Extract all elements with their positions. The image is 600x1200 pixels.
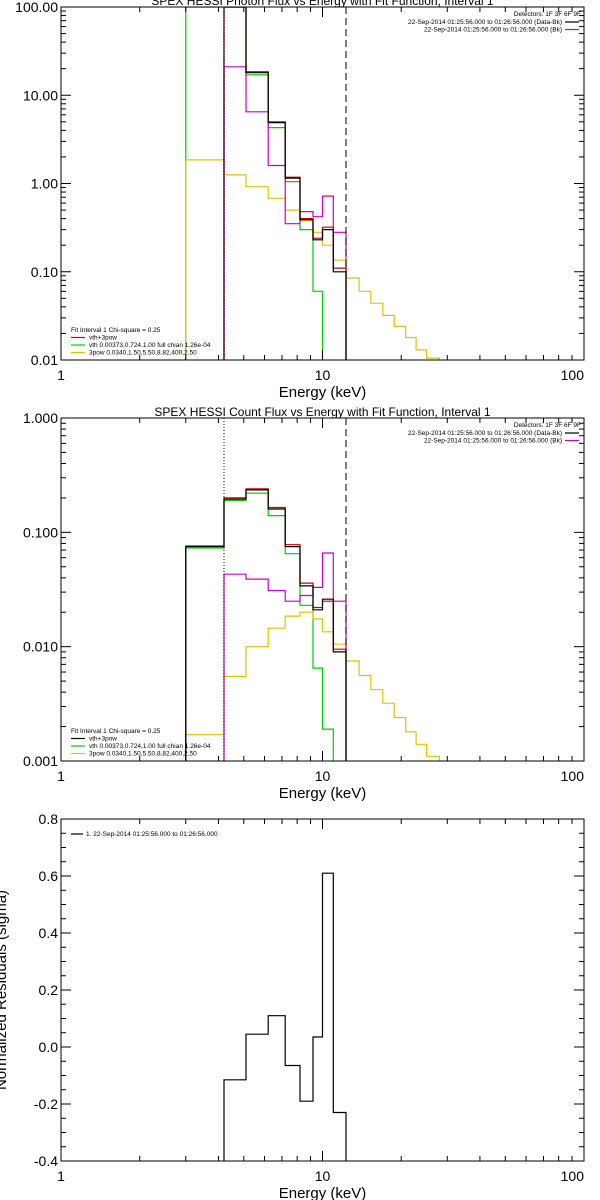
y-tick-label: 0.6 — [39, 868, 59, 884]
y-tick-label: 0.2 — [39, 982, 59, 998]
series-line-vth — [185, 7, 324, 360]
legend-right-entry: 22-Sep-2014 01:25:56.000 to 01:26:56.000… — [424, 27, 562, 34]
x-tick-label: 10 — [315, 768, 331, 784]
series-line-bgd — [223, 552, 347, 761]
series-group — [223, 872, 347, 1161]
y-axis-label: Normalized Residuals (sigma) — [0, 890, 10, 1090]
y-tick-label: -0.2 — [34, 1096, 58, 1112]
series-line-total — [223, 7, 347, 360]
x-axis-label: Energy (keV) — [279, 384, 367, 401]
x-axis: 1 10 100 Energy (keV) — [57, 819, 585, 1200]
x-axis-label: Energy (keV) — [279, 1185, 367, 1200]
y-axis: -0.4 -0.2 0.0 0.2 0.4 0.6 0.8 Normalized Residu… — [0, 811, 584, 1169]
legend-right-entry: 22-Sep-2014 01:25:56.000 to 01:26:56.000… — [408, 19, 562, 26]
x-tick-label: 100 — [561, 768, 585, 784]
legend-right-entry: 22-Sep-2014 01:25:56.000 to 01:26:56.000… — [408, 430, 562, 437]
y-tick-label: 0.01 — [31, 352, 58, 368]
detectors-label: Detectors: 1F 3F 6F 9F — [514, 11, 581, 18]
y-tick-label: 1.00 — [31, 176, 58, 192]
chart-1: SPEX HESSI Photon Flux vs Energy with Fi… — [15, 0, 585, 401]
legend-left-entry: vth 0.00373,0.724,1.00 full chian 1.26e-… — [89, 342, 211, 349]
y-tick-label: 0.100 — [23, 524, 58, 540]
series-line-bk — [185, 488, 347, 761]
series-line-total — [223, 872, 347, 1161]
y-tick-label: -0.4 — [34, 1153, 58, 1169]
detectors-label: Detectors: 1F 3F 6F 9F — [514, 422, 581, 429]
y-tick-label: 0.001 — [23, 753, 58, 769]
y-tick-label: 0.0 — [39, 1039, 59, 1055]
x-tick-label: 10 — [315, 1168, 331, 1184]
chart-title: SPEX HESSI Photon Flux vs Energy with Fi… — [151, 0, 493, 8]
y-tick-label: 10.00 — [23, 87, 58, 103]
legend-left: Fit Interval 1 Chi-square = 0.25vth+3pow… — [71, 728, 211, 758]
y-axis: 0.001 0.010 0.100 1.000 — [23, 410, 584, 769]
chart-title: SPEX HESSI Count Flux vs Energy with Fit… — [154, 405, 490, 419]
x-tick-label: 1 — [57, 1168, 65, 1184]
series-line-vth — [185, 492, 334, 761]
x-tick-label: 10 — [315, 367, 331, 383]
chart-2: SPEX HESSI Count Flux vs Energy with Fit… — [23, 405, 585, 802]
x-tick-label: 1 — [57, 367, 65, 383]
x-tick-label: 100 — [561, 367, 585, 383]
legend-left-entry: vth+3pow — [89, 335, 117, 342]
legend-left-entry: vth+3pow — [89, 736, 117, 743]
series-line-spow — [185, 611, 440, 761]
y-axis: 0.01 0.10 1.00 10.00 100.00 — [15, 0, 584, 368]
legend-left: Fit Interval 1 Chi-square = 0.25vth+3pow… — [71, 327, 211, 357]
x-tick-label: 1 — [57, 768, 65, 784]
legend-left-entry: 3pow 0.0340,1.50,5.50,8.82,400,2.50 — [89, 350, 197, 357]
legend-left-entry: vth 0.00373,0.724,1.00 full chian 1.26e-… — [89, 743, 211, 750]
series-group — [185, 488, 440, 761]
legend-right-entry: 22-Sep-2014 01:25:56.000 to 01:26:56.000… — [424, 438, 562, 445]
fit-summary-label: Fit Interval 1 Chi-square = 0.25 — [71, 327, 161, 334]
y-tick-label: 100.00 — [15, 0, 58, 15]
legend-top-entry: 1. 22-Sep-2014 01:25:56.000 to 01:26:56.… — [86, 831, 218, 838]
series-line-total — [185, 489, 347, 761]
series-group — [185, 7, 440, 360]
series-line-spow — [185, 159, 440, 360]
y-tick-label: 0.4 — [39, 925, 59, 941]
y-tick-label: 0.010 — [23, 639, 58, 655]
y-tick-label: 0.8 — [39, 811, 59, 827]
x-axis-label: Energy (keV) — [279, 785, 367, 802]
x-tick-label: 100 — [561, 1168, 585, 1184]
legend-left-entry: 3pow 0.0340,1.50,5.50,8.82,400,2.50 — [89, 751, 197, 758]
y-tick-label: 1.000 — [23, 410, 58, 426]
fit-summary-label: Fit Interval 1 Chi-square = 0.25 — [71, 728, 161, 735]
legend-top: 1. 22-Sep-2014 01:25:56.000 to 01:26:56.… — [71, 831, 218, 838]
y-tick-label: 0.10 — [31, 264, 58, 280]
chart-3: 1 10 100 Energy (keV) -0.4 -0.2 0.0 0.2 0.4 0.6 0.… — [0, 811, 585, 1200]
x-axis: 1 10 100 Energy (keV) — [57, 7, 585, 401]
